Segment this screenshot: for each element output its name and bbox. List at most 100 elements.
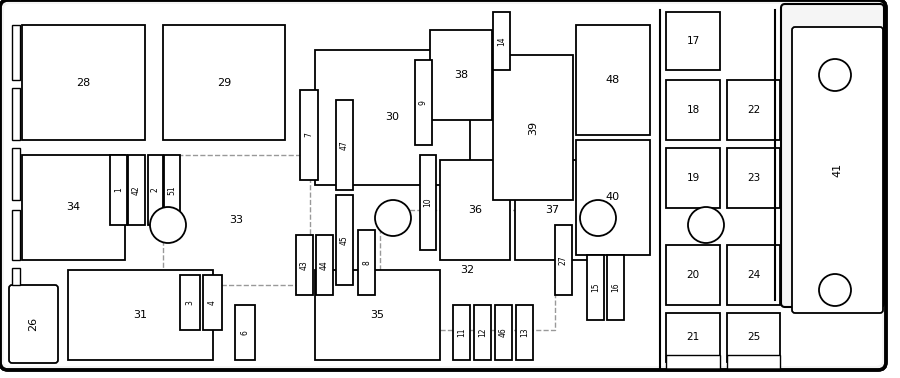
Text: 46: 46 — [499, 328, 508, 338]
Text: 30: 30 — [385, 113, 400, 122]
Text: 29: 29 — [217, 77, 231, 87]
FancyBboxPatch shape — [493, 12, 510, 70]
Text: 7: 7 — [304, 133, 313, 138]
FancyBboxPatch shape — [727, 245, 780, 305]
FancyBboxPatch shape — [336, 195, 353, 285]
Text: 35: 35 — [371, 310, 384, 320]
Text: 45: 45 — [340, 235, 349, 245]
FancyBboxPatch shape — [12, 148, 20, 200]
FancyBboxPatch shape — [440, 160, 510, 260]
FancyBboxPatch shape — [163, 155, 310, 285]
FancyBboxPatch shape — [12, 210, 20, 260]
FancyBboxPatch shape — [110, 155, 127, 225]
Text: 31: 31 — [133, 310, 148, 320]
FancyBboxPatch shape — [516, 305, 533, 360]
FancyBboxPatch shape — [296, 235, 313, 295]
FancyBboxPatch shape — [607, 255, 624, 320]
Text: 23: 23 — [747, 173, 760, 183]
Text: 32: 32 — [461, 265, 474, 275]
FancyBboxPatch shape — [164, 155, 180, 225]
Text: 40: 40 — [606, 192, 620, 203]
FancyBboxPatch shape — [203, 275, 222, 330]
FancyBboxPatch shape — [68, 270, 213, 360]
Text: 10: 10 — [424, 198, 433, 207]
FancyBboxPatch shape — [727, 80, 780, 140]
FancyBboxPatch shape — [420, 155, 436, 250]
Text: 12: 12 — [478, 328, 487, 337]
Text: 1: 1 — [114, 187, 123, 192]
Text: 21: 21 — [687, 333, 699, 342]
Text: 11: 11 — [457, 328, 466, 337]
FancyBboxPatch shape — [148, 155, 163, 225]
Circle shape — [150, 207, 186, 243]
FancyBboxPatch shape — [727, 355, 780, 370]
Circle shape — [688, 207, 724, 243]
FancyBboxPatch shape — [555, 225, 572, 295]
Text: 43: 43 — [300, 260, 309, 270]
FancyBboxPatch shape — [22, 155, 125, 260]
Circle shape — [819, 59, 851, 91]
Circle shape — [375, 200, 411, 236]
Text: 44: 44 — [320, 260, 329, 270]
FancyBboxPatch shape — [336, 100, 353, 190]
Text: 24: 24 — [747, 270, 760, 280]
FancyBboxPatch shape — [12, 25, 20, 80]
Text: 19: 19 — [687, 173, 699, 183]
Text: 4: 4 — [208, 300, 217, 305]
Text: 8: 8 — [362, 260, 371, 265]
FancyBboxPatch shape — [180, 275, 200, 330]
FancyBboxPatch shape — [9, 285, 58, 363]
FancyBboxPatch shape — [666, 80, 720, 140]
Text: 17: 17 — [687, 36, 699, 46]
Text: 28: 28 — [76, 77, 91, 87]
Text: 37: 37 — [545, 205, 560, 215]
Text: 6: 6 — [240, 330, 249, 335]
FancyBboxPatch shape — [493, 55, 573, 200]
Text: 26: 26 — [29, 317, 39, 331]
Text: 3: 3 — [185, 300, 194, 305]
Text: 38: 38 — [454, 70, 468, 80]
Text: 25: 25 — [747, 333, 760, 342]
FancyBboxPatch shape — [380, 210, 555, 330]
Text: 51: 51 — [167, 185, 176, 195]
Text: 48: 48 — [606, 75, 620, 85]
Text: 47: 47 — [340, 140, 349, 150]
Text: 13: 13 — [520, 328, 529, 337]
Text: 33: 33 — [230, 215, 244, 225]
FancyBboxPatch shape — [235, 305, 255, 360]
FancyBboxPatch shape — [666, 148, 720, 208]
Text: 36: 36 — [468, 205, 482, 215]
FancyBboxPatch shape — [495, 305, 512, 360]
FancyBboxPatch shape — [587, 255, 604, 320]
FancyBboxPatch shape — [727, 148, 780, 208]
FancyBboxPatch shape — [415, 60, 432, 145]
Text: 39: 39 — [528, 121, 538, 135]
FancyBboxPatch shape — [430, 30, 492, 120]
Text: 18: 18 — [687, 105, 699, 115]
Text: 22: 22 — [747, 105, 760, 115]
FancyBboxPatch shape — [358, 230, 375, 295]
FancyBboxPatch shape — [666, 245, 720, 305]
Text: 41: 41 — [832, 163, 842, 177]
FancyBboxPatch shape — [300, 90, 318, 180]
FancyBboxPatch shape — [666, 313, 720, 362]
FancyBboxPatch shape — [474, 305, 491, 360]
FancyBboxPatch shape — [315, 270, 440, 360]
Text: 9: 9 — [419, 100, 428, 105]
FancyBboxPatch shape — [22, 25, 145, 140]
FancyBboxPatch shape — [666, 12, 720, 70]
FancyBboxPatch shape — [576, 140, 650, 255]
FancyBboxPatch shape — [316, 235, 333, 295]
FancyBboxPatch shape — [4, 4, 882, 366]
Text: 16: 16 — [611, 283, 620, 292]
Text: 42: 42 — [132, 185, 141, 195]
Text: 34: 34 — [67, 203, 81, 212]
FancyBboxPatch shape — [12, 88, 20, 140]
Text: 20: 20 — [687, 270, 699, 280]
FancyBboxPatch shape — [163, 25, 285, 140]
FancyBboxPatch shape — [576, 25, 650, 135]
FancyBboxPatch shape — [0, 0, 886, 370]
Text: 2: 2 — [151, 187, 160, 192]
FancyBboxPatch shape — [315, 50, 470, 185]
FancyBboxPatch shape — [666, 355, 720, 370]
